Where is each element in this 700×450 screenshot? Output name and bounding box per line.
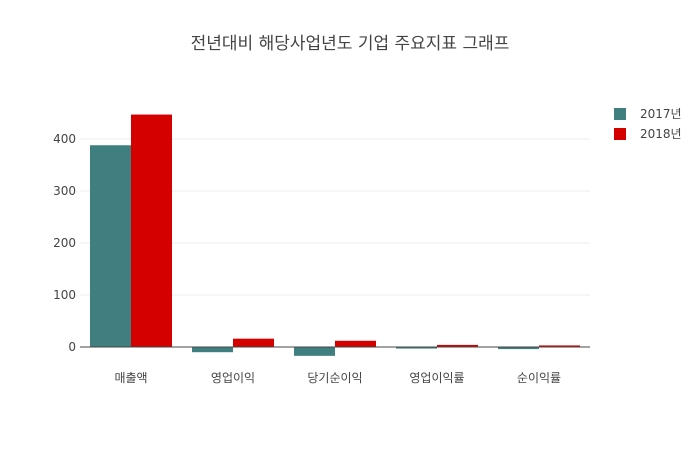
- x-tick-label: 영업이익: [211, 371, 255, 385]
- legend-item[interactable]: 2017년: [614, 107, 682, 121]
- axes: 0 100 200 300 400 매출액 영업이익 당기순이익 영업이익률 순이익률: [53, 132, 590, 385]
- y-tick-label: 200: [53, 236, 76, 250]
- legend-item[interactable]: 2018년: [614, 127, 682, 141]
- chart-title: 전년대비 해당사업년도 기업 주요지표 그래프: [191, 34, 510, 54]
- legend-swatch: [614, 128, 626, 140]
- legend[interactable]: 2017년 2018년: [614, 107, 682, 141]
- legend-label: 2017년: [640, 107, 682, 121]
- y-tick-label: 0: [68, 340, 76, 354]
- y-tick-label: 300: [53, 184, 76, 198]
- y-tick-label: 100: [53, 288, 76, 302]
- bar[interactable]: [539, 345, 580, 347]
- bar[interactable]: [90, 145, 131, 347]
- legend-swatch: [614, 108, 626, 120]
- x-tick-label: 매출액: [114, 371, 147, 385]
- bar[interactable]: [498, 347, 539, 350]
- bar[interactable]: [335, 340, 376, 347]
- bar[interactable]: [192, 347, 233, 353]
- bar[interactable]: [294, 347, 335, 356]
- bar[interactable]: [233, 338, 274, 347]
- y-tick-label: 400: [53, 132, 76, 146]
- bars: [90, 114, 580, 356]
- x-tick-label: 순이익률: [517, 371, 561, 385]
- bar[interactable]: [131, 114, 172, 347]
- bar[interactable]: [437, 344, 478, 347]
- legend-label: 2018년: [640, 127, 682, 141]
- x-tick-label: 영업이익률: [409, 371, 464, 385]
- x-tick-label: 당기순이익: [307, 371, 362, 385]
- bar[interactable]: [396, 347, 437, 349]
